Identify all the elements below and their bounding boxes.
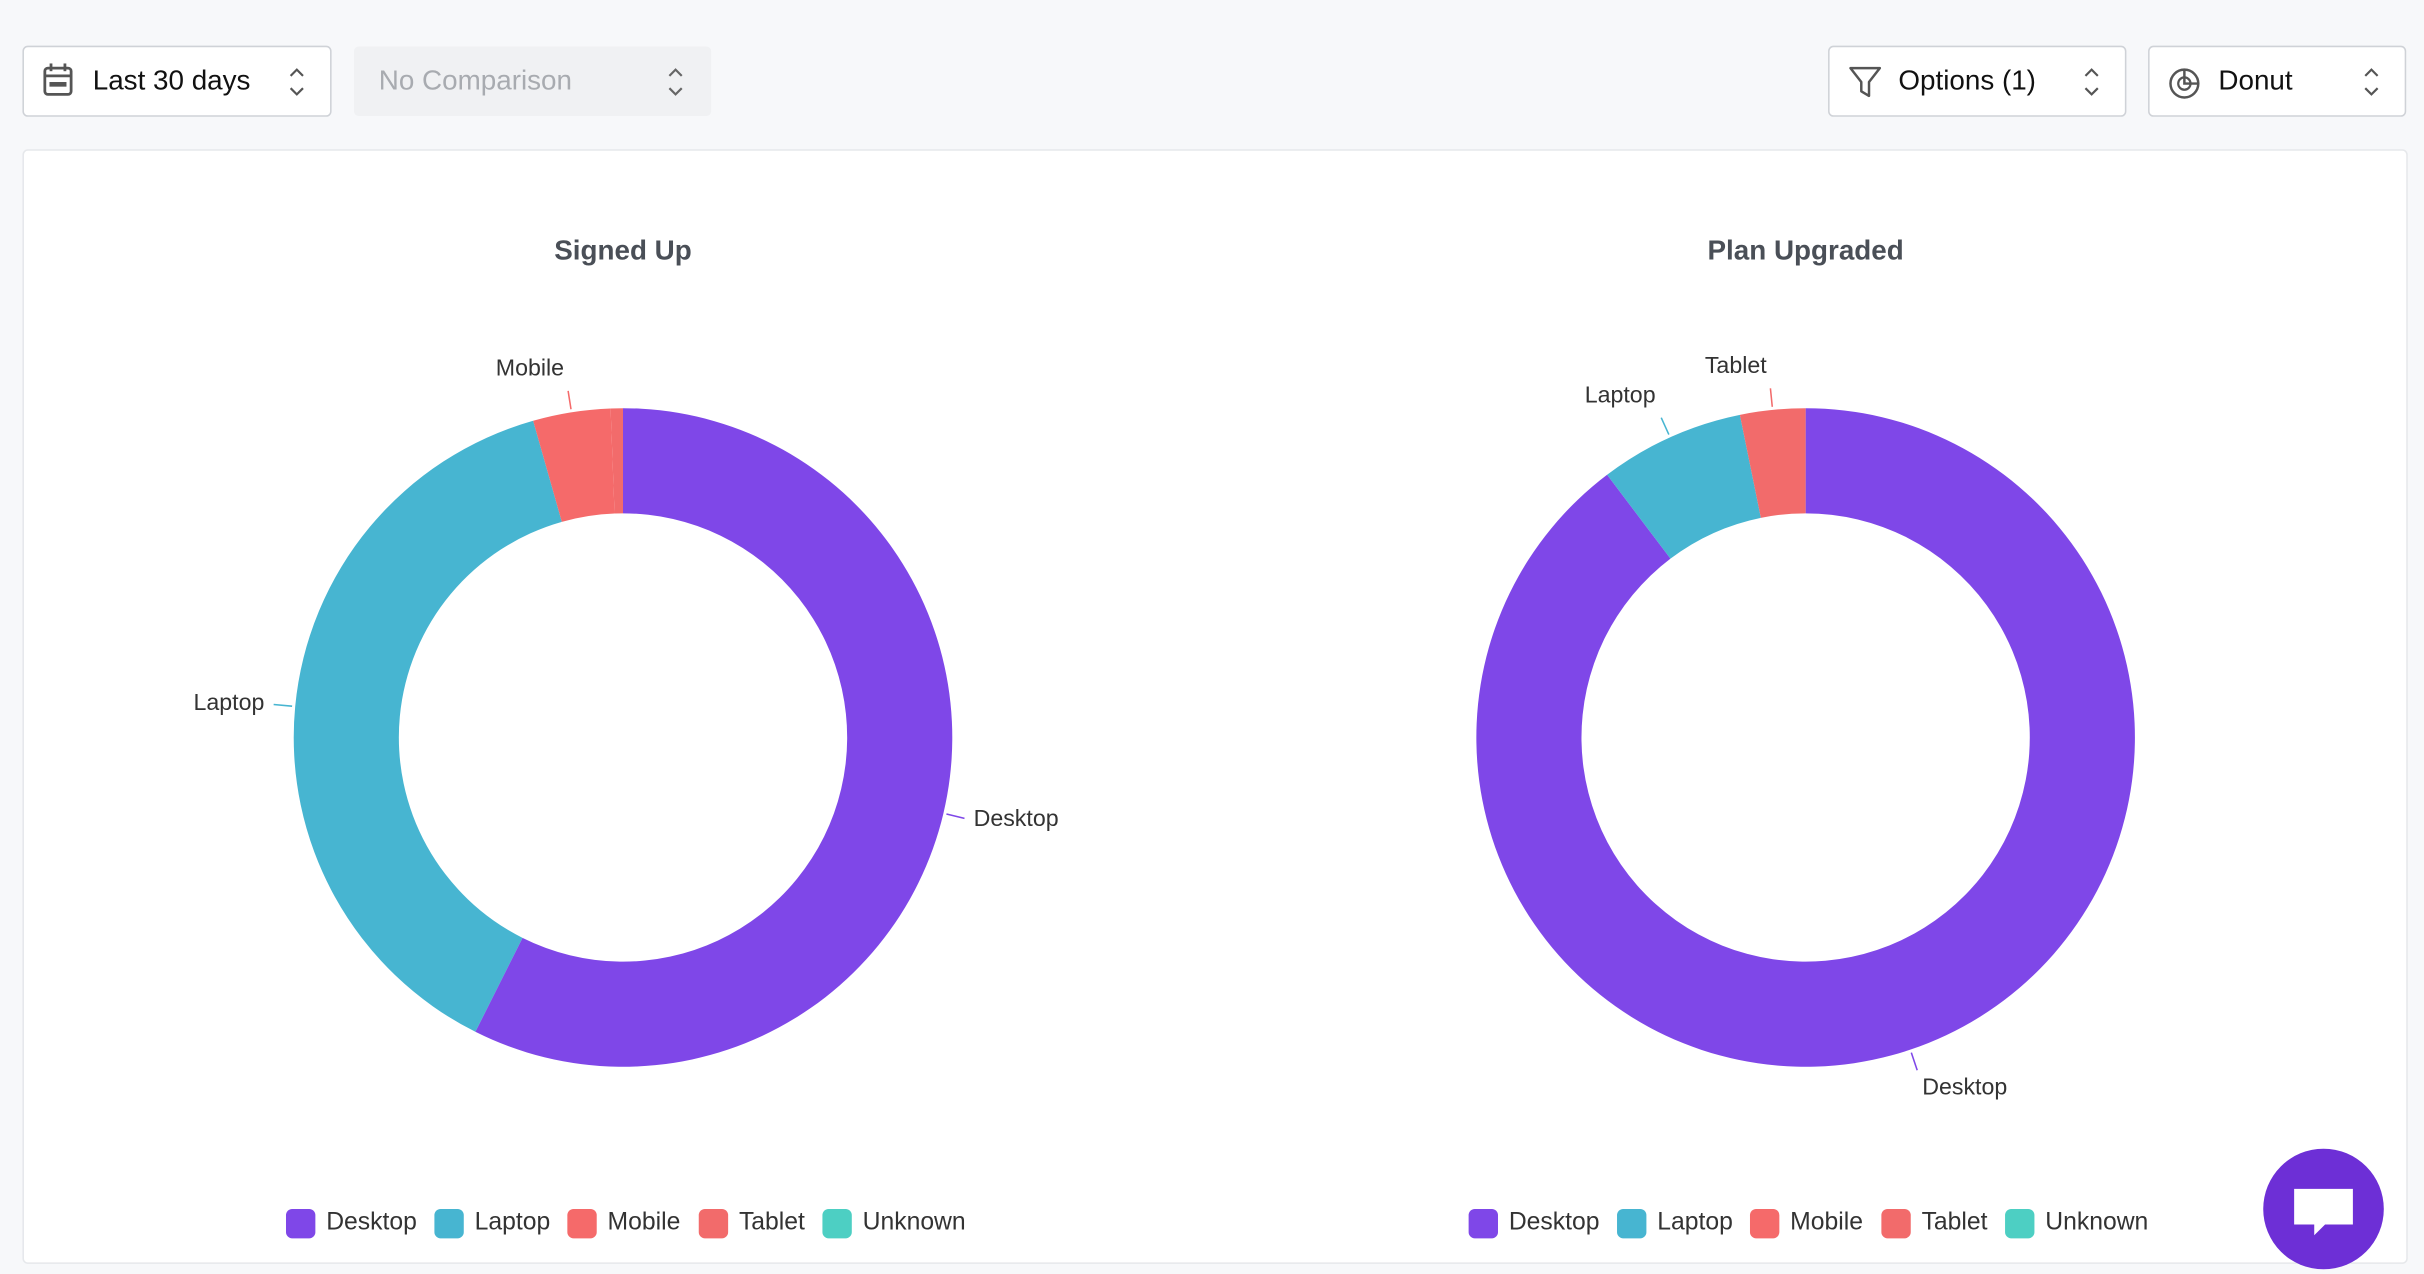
legend-swatch (2005, 1208, 2035, 1239)
label-leader (567, 390, 572, 410)
legend-swatch (567, 1208, 597, 1239)
slice-label: Tablet (1705, 352, 1767, 378)
label-leader (1910, 1052, 1918, 1071)
donut-slice (1476, 408, 2135, 1067)
label-leader (946, 813, 965, 820)
legend-swatch (1749, 1208, 1780, 1239)
legend-label: Mobile (608, 1208, 681, 1235)
donut-slice (293, 420, 562, 1032)
legend-label: Desktop (1509, 1208, 1600, 1235)
donut-slice (475, 408, 953, 1067)
date-range-select[interactable]: Last 30 days (22, 45, 332, 117)
legend-swatch (1881, 1208, 1911, 1239)
chart-title: Signed Up (554, 234, 692, 265)
legend-swatch (1617, 1208, 1647, 1239)
comparison-select[interactable]: No Comparison (354, 46, 712, 117)
donut-slice (1607, 414, 1761, 559)
options-label: Options (1) (1898, 64, 2036, 95)
options-select[interactable]: Options (1) (1828, 45, 2127, 117)
legend-swatch (822, 1208, 852, 1239)
label-leader (1660, 417, 1670, 435)
legend-label: Unknown (2045, 1208, 2148, 1235)
legend-swatch (285, 1208, 316, 1239)
date-range-label: Last 30 days (93, 64, 251, 95)
legend-swatch (698, 1208, 729, 1239)
legend-label: Unknown (863, 1208, 966, 1235)
comparison-label: No Comparison (379, 64, 572, 95)
slice-label: Mobile (496, 354, 564, 380)
slice-label: Laptop (194, 689, 265, 715)
legend-swatch (1468, 1208, 1498, 1239)
slice-label: Desktop (974, 805, 1059, 831)
legend-swatch (434, 1208, 464, 1239)
label-leader (273, 703, 293, 707)
chart-type-select[interactable]: Donut (2148, 45, 2407, 117)
chat-button[interactable] (2263, 1148, 2384, 1270)
legend-label: Tablet (739, 1208, 805, 1235)
legend-label: Mobile (1790, 1208, 1863, 1235)
chart-title: Plan Upgraded (1707, 234, 1903, 265)
donut-slice (533, 408, 615, 522)
legend-label: Desktop (326, 1208, 417, 1235)
donut-slice (1739, 408, 1806, 518)
donut-slice (610, 408, 624, 514)
legend-label: Tablet (1922, 1208, 1988, 1235)
slice-label: Desktop (1922, 1074, 2007, 1100)
legend-label: Laptop (475, 1208, 551, 1235)
label-leader (1769, 388, 1774, 407)
chart-type-label: Donut (2218, 64, 2292, 95)
slice-label: Laptop (1585, 382, 1656, 408)
charts: Signed Up Desktop Laptop Mobile Desktop Lapto… (194, 234, 2148, 1239)
legend-label: Laptop (1657, 1208, 1733, 1235)
